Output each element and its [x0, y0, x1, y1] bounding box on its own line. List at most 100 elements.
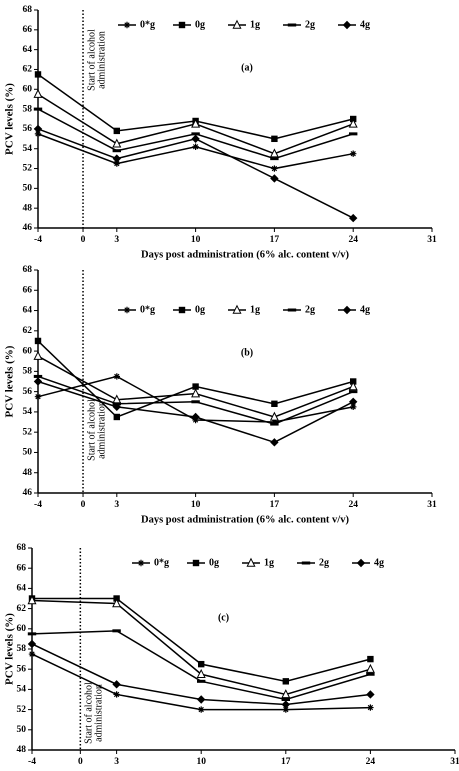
x-tick-label: 17	[281, 757, 291, 767]
marker	[34, 337, 42, 345]
y-tick-label: 58	[17, 644, 27, 654]
y-tick-label: 46	[23, 488, 33, 498]
marker	[33, 107, 43, 111]
y-tick-label: 66	[17, 563, 27, 573]
marker	[270, 438, 279, 447]
y-axis-label: PCV levels (%)	[4, 345, 16, 417]
x-tick-label: 24	[348, 235, 358, 245]
marker	[349, 390, 358, 394]
marker	[33, 374, 43, 378]
y-tick-label: 48	[23, 203, 33, 213]
y-tick-label: 56	[23, 124, 33, 134]
legend-label: 1g	[250, 304, 260, 315]
y-tick-label: 50	[23, 448, 33, 458]
x-tick-label: 0	[78, 757, 83, 767]
marker	[112, 598, 122, 608]
marker	[197, 695, 206, 704]
y-tick-label: 62	[17, 604, 27, 614]
x-tick-label: 3	[114, 757, 119, 767]
y-tick-label: 68	[17, 543, 27, 553]
annotation: Start of alcohol	[84, 682, 95, 744]
marker	[367, 704, 374, 711]
marker	[366, 690, 375, 699]
marker	[349, 397, 358, 406]
y-tick-label: 52	[17, 705, 27, 715]
y-tick-label: 58	[23, 367, 33, 377]
legend-label: 0g	[195, 304, 205, 315]
marker	[33, 377, 43, 386]
x-tick-label: 3	[114, 235, 119, 245]
x-tick-label: -4	[28, 757, 36, 767]
marker	[34, 393, 42, 400]
legend-marker	[232, 304, 242, 314]
marker	[197, 679, 206, 683]
legend-label: 2g	[305, 19, 315, 30]
marker	[350, 150, 357, 157]
legend-marker	[301, 561, 311, 565]
x-tick-label: 31	[450, 757, 459, 767]
x-axis-label: Days post administration (6% alc. conten…	[141, 249, 349, 260]
panel-label: (b)	[241, 347, 253, 358]
marker	[198, 660, 205, 668]
y-tick-label: 48	[17, 745, 27, 755]
marker	[349, 213, 358, 223]
legend-label: 4g	[360, 19, 370, 30]
y-tick-label: 60	[17, 624, 27, 634]
annotation: Start of alcohol	[86, 29, 97, 91]
x-tick-label: 0	[81, 500, 86, 510]
x-tick-label: 24	[348, 500, 358, 510]
marker	[281, 698, 290, 701]
marker	[191, 412, 200, 422]
marker	[27, 632, 37, 636]
marker	[271, 165, 278, 172]
marker	[192, 383, 199, 390]
legend-marker	[232, 19, 242, 29]
x-tick-label: 10	[196, 757, 206, 767]
y-tick-label: 46	[23, 223, 33, 233]
y-tick-label: 54	[17, 685, 27, 695]
marker	[191, 134, 200, 144]
marker	[350, 403, 357, 411]
marker	[271, 418, 278, 426]
y-tick-label: 66	[23, 25, 33, 35]
x-tick-label: 17	[270, 235, 280, 245]
marker	[191, 388, 201, 398]
legend-label: 4g	[374, 557, 384, 568]
annotation: Start of alcohol	[86, 399, 97, 461]
marker	[112, 402, 121, 412]
marker	[113, 127, 120, 135]
y-tick-label: 64	[23, 45, 33, 55]
marker	[192, 143, 199, 150]
legend-marker	[123, 306, 131, 314]
marker	[281, 689, 291, 699]
y-tick-label: 56	[17, 664, 27, 674]
y-tick-label: 64	[17, 584, 27, 594]
x-axis-label: Days post administration (6% alc. conten…	[141, 514, 349, 525]
legend-marker	[123, 21, 131, 29]
marker	[28, 650, 36, 658]
x-tick-label: 17	[270, 500, 280, 510]
annotation: administration	[96, 31, 107, 89]
y-tick-label: 62	[23, 65, 33, 75]
marker	[349, 132, 358, 136]
marker	[113, 691, 120, 698]
marker	[112, 680, 121, 689]
legend-marker	[287, 23, 297, 27]
marker	[282, 706, 289, 713]
marker	[112, 629, 121, 633]
marker	[271, 400, 278, 407]
y-tick-label: 68	[23, 5, 33, 15]
marker	[365, 663, 375, 673]
legend-label: 2g	[305, 304, 315, 315]
legend-marker	[356, 558, 366, 568]
panel-label: (a)	[241, 62, 253, 73]
x-tick-label: 24	[366, 757, 376, 767]
marker	[282, 678, 289, 685]
legend-marker	[192, 559, 200, 567]
y-tick-label: 68	[23, 265, 33, 275]
marker	[112, 154, 121, 163]
annotation: administration	[96, 401, 107, 459]
marker	[113, 373, 120, 380]
marker	[281, 700, 290, 709]
